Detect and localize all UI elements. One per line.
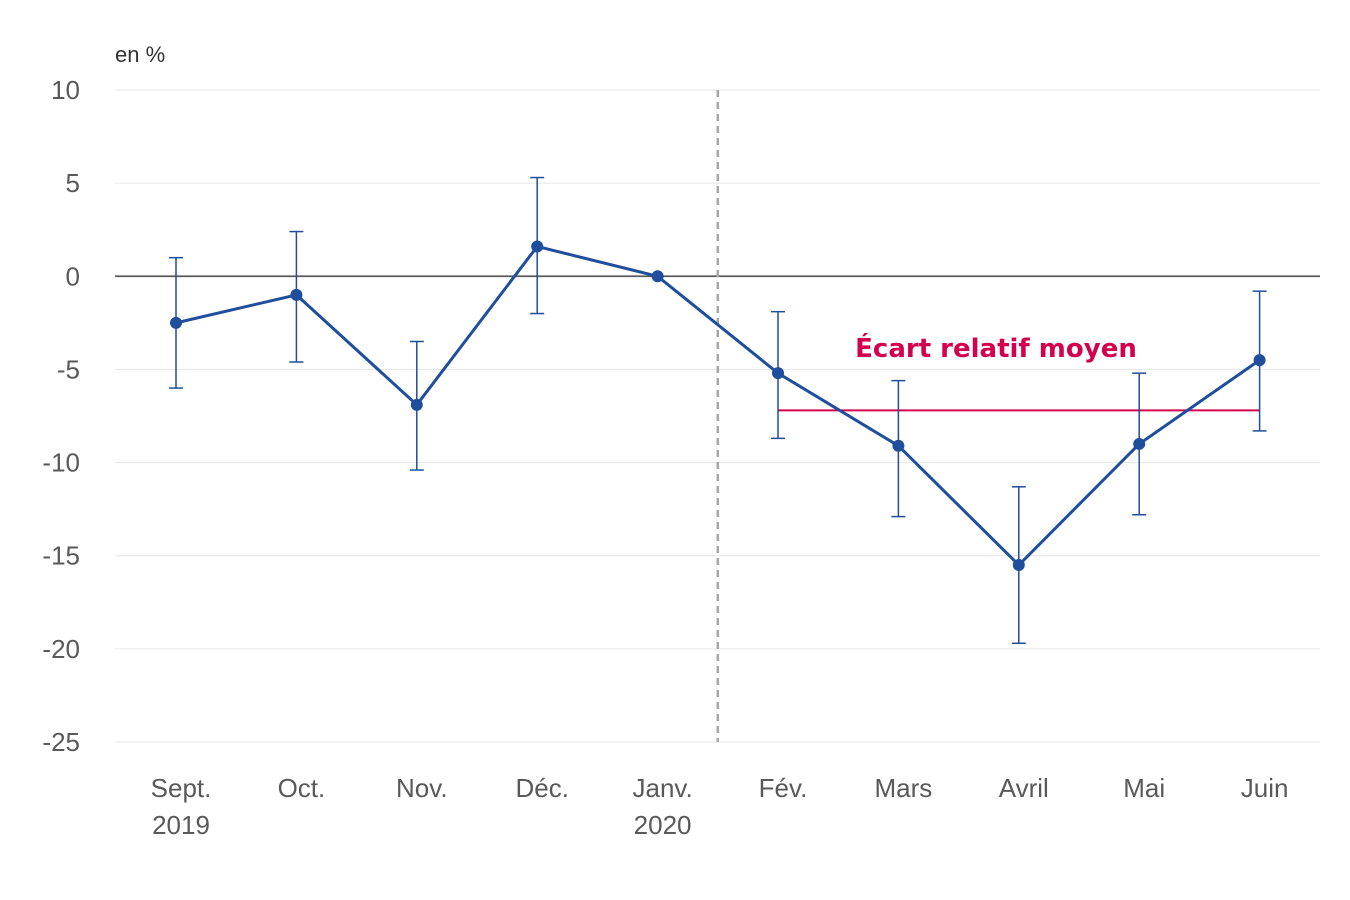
data-point [531,240,544,253]
data-point [410,398,423,411]
y-tick-label: -25 [42,727,80,757]
x-tick-label: Oct. [278,773,326,803]
data-point [290,288,303,301]
annotation-label: Écart relatif moyen [855,332,1137,364]
x-tick-label: Janv. [632,773,692,803]
x-tick-label: Mars [875,773,933,803]
y-tick-label: -10 [42,448,80,478]
data-point [772,367,784,380]
data-point [1253,354,1266,367]
x-axis: Sept. 2019 Oct. Nov. Déc. Janv. 2020 Fév. Mars Av… [151,773,1289,840]
annotation-layer: Écart relatif moyen [716,90,1260,742]
y-tick-label: -20 [42,634,80,664]
y-axis: 10 5 0 -5 -10 -15 -20 -25 [42,75,80,757]
y-tick-label: 10 [51,75,80,105]
x-tick-label: Sept. [151,773,212,803]
x-tick-label: 2020 [634,810,692,840]
series-layer [169,176,1267,645]
x-tick-label: Juin [1241,773,1289,803]
x-tick-label: Avril [999,773,1049,803]
y-tick-label: -15 [42,541,80,571]
x-tick-label: Mai [1123,773,1165,803]
data-point [170,316,182,329]
data-point [651,270,664,283]
y-tick-label: 0 [66,261,80,291]
data-point [1133,437,1146,450]
x-tick-label: 2019 [152,810,210,840]
x-tick-label: Fév. [759,773,808,803]
data-point [892,439,905,452]
x-tick-label: Déc. [515,773,568,803]
y-tick-label: 5 [66,168,80,198]
series-line [175,244,1261,567]
data-point [1012,559,1025,572]
y-tick-label: -5 [57,354,80,384]
unit-label: en % [115,42,165,67]
x-tick-label: Nov. [396,773,448,803]
